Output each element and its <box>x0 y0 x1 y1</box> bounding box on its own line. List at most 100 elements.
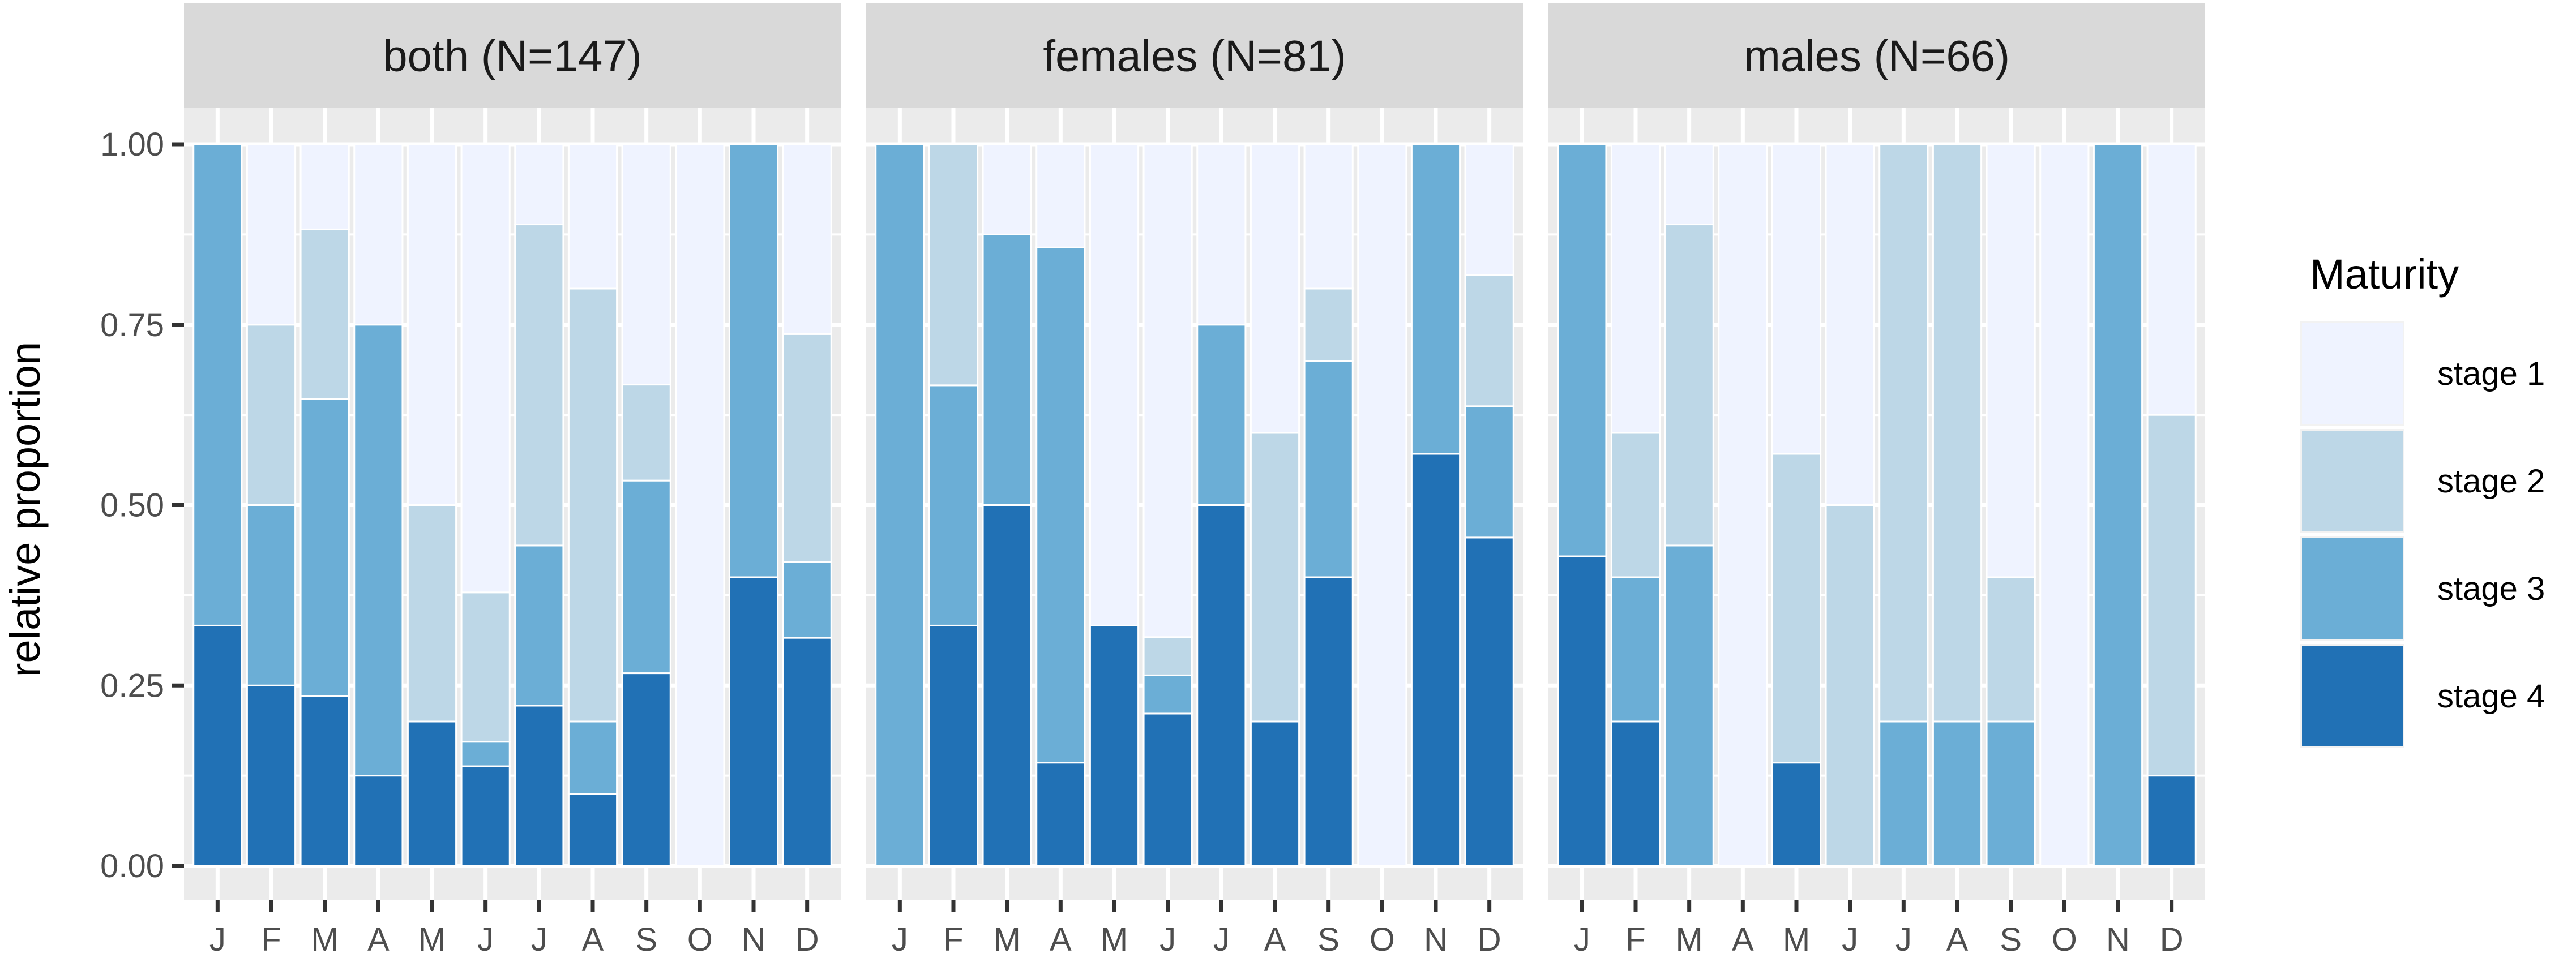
bar-segment <box>1142 143 1193 638</box>
bar-segment <box>1771 453 1822 764</box>
bar-segment <box>1557 555 1607 867</box>
bar-segment <box>1196 504 1247 867</box>
x-tick-label: J <box>892 921 908 958</box>
bar-segment <box>1303 576 1354 867</box>
legend-key-swatch <box>2302 431 2403 531</box>
bar-segment <box>1357 143 1407 867</box>
bar-segment <box>1464 405 1514 539</box>
bar-segment <box>782 143 832 335</box>
bar-segment <box>192 624 243 867</box>
bar-segment <box>982 504 1032 867</box>
panel-0: both (N=147)J F M A M J J A S O N D <box>184 3 841 958</box>
bar-segment <box>2093 143 2143 867</box>
bar-segment <box>299 398 350 697</box>
bar-segment <box>1303 143 1354 290</box>
bar-segment <box>1610 720 1661 867</box>
bar-segment <box>1089 143 1140 626</box>
bar-segment <box>2039 143 2090 867</box>
x-tick-label: A <box>1732 921 1754 958</box>
x-tick-label: F <box>1625 921 1645 958</box>
bar-segment <box>353 143 404 326</box>
bar-segment <box>1464 274 1514 407</box>
bar-segment <box>1142 636 1193 676</box>
bar-segment <box>406 720 457 867</box>
bar-segment <box>621 143 671 386</box>
bar-segment <box>1664 544 1714 867</box>
bar-segment <box>460 143 511 594</box>
x-tick-label: F <box>943 921 963 958</box>
bar-segment <box>928 384 979 626</box>
bar-segment <box>1986 576 2036 723</box>
x-tick-label: J <box>1842 921 1858 958</box>
x-tick-label: F <box>261 921 281 958</box>
x-tick-label: M <box>1101 921 1128 958</box>
bar-segment <box>1142 674 1193 715</box>
bar-segment <box>1464 536 1514 867</box>
bar-segment <box>1250 432 1300 723</box>
x-tick-label: A <box>1050 921 1072 958</box>
bar-segment <box>514 544 564 707</box>
facet-strip-bg <box>184 3 841 108</box>
bar-segment <box>567 793 618 867</box>
facet-strip-label: females (N=81) <box>1043 31 1346 81</box>
legend-label: stage 1 <box>2437 355 2545 392</box>
bar-segment <box>1303 360 1354 578</box>
bar-segment <box>1035 143 1086 248</box>
legend-key-swatch <box>2302 323 2403 424</box>
bar-segment <box>782 561 832 639</box>
bar-segment <box>1825 504 1875 867</box>
bar-segment <box>2146 775 2197 867</box>
bar-segment <box>1303 287 1354 362</box>
x-tick-label: A <box>1264 921 1286 958</box>
x-tick-label: A <box>582 921 604 958</box>
bar-segment <box>1664 224 1714 547</box>
bar-segment <box>299 143 350 230</box>
x-tick-label: J <box>477 921 494 958</box>
bar-segment <box>928 624 979 867</box>
bar-segment <box>1035 762 1086 867</box>
facet-strip-label: males (N=66) <box>1744 31 2010 81</box>
y-tick-label: 1.00 <box>100 126 164 163</box>
x-tick-label: J <box>531 921 547 958</box>
facet-strip-label: both (N=147) <box>383 31 641 81</box>
bar-segment <box>1986 143 2036 578</box>
bar-segment <box>728 143 779 578</box>
x-tick-label: N <box>2106 921 2130 958</box>
bar-segment <box>728 576 779 867</box>
bar-segment <box>1878 143 1929 723</box>
bar-segment <box>406 504 457 723</box>
x-tick-label: D <box>795 921 819 958</box>
y-tick-label: 0.00 <box>100 848 164 885</box>
bar-segment <box>1825 143 1875 506</box>
x-tick-label: M <box>1676 921 1703 958</box>
legend-label: stage 2 <box>2437 463 2545 500</box>
bar-segment <box>246 504 297 686</box>
x-tick-label: J <box>1159 921 1176 958</box>
bar-segment <box>460 765 511 867</box>
bar-segment <box>567 143 618 290</box>
x-tick-label: S <box>2000 921 2022 958</box>
bar-segment <box>1464 143 1514 276</box>
x-tick-label: A <box>367 921 390 958</box>
bar-segment <box>1410 453 1461 867</box>
x-tick-label: M <box>994 921 1021 958</box>
x-tick-label: D <box>2160 921 2184 958</box>
bar-segment <box>299 695 350 867</box>
legend: Maturity stage 1 stage 2 stage 3 stage 4 <box>2297 251 2545 752</box>
bar-segment <box>1410 143 1461 455</box>
x-tick-label: O <box>2052 921 2077 958</box>
bar-segment <box>675 143 725 867</box>
bar-segment <box>246 684 297 867</box>
panel-1: females (N=81)J F M A M J J A S O N D <box>866 3 1523 958</box>
x-tick-label: N <box>742 921 765 958</box>
bar-segment <box>2146 143 2197 416</box>
legend-title: Maturity <box>2310 251 2459 298</box>
bar-segment <box>1250 143 1300 434</box>
bar-segment <box>567 287 618 723</box>
bar-segment <box>1557 143 1607 557</box>
legend-key-swatch <box>2302 646 2403 746</box>
legend-label: stage 4 <box>2437 678 2545 715</box>
x-tick-label: S <box>1317 921 1340 958</box>
bar-segment <box>299 228 350 400</box>
